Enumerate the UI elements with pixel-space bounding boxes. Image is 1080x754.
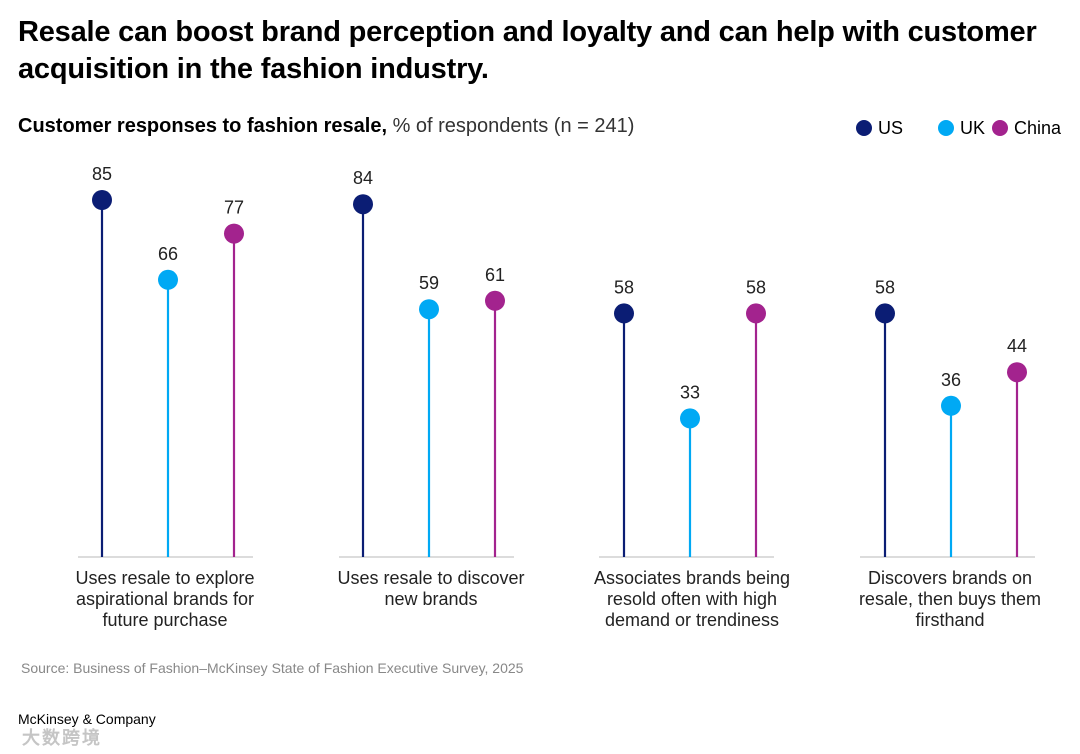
point-us-1 (92, 190, 112, 210)
point-us-2 (353, 194, 373, 215)
mckinsey-logo: McKinsey & Company (18, 711, 156, 727)
data-label-china-4: 44 (1007, 336, 1027, 356)
chart-headline: Resale can boost brand perception and lo… (18, 16, 1037, 85)
subtitle-bold: Customer responses to fashion resale, (18, 115, 388, 137)
data-label-us-1: 85 (92, 164, 112, 184)
legend-dot-china (992, 120, 1008, 136)
point-us-4 (875, 303, 895, 324)
watermark-logo: 大数跨境 (22, 728, 102, 748)
category-label-4: Discovers brands on resale, then buys th… (858, 568, 1042, 630)
point-china-4 (1007, 362, 1027, 383)
legend-item-us: US (856, 117, 903, 139)
point-us-3 (614, 303, 634, 324)
legend-item-uk: UK (938, 117, 985, 139)
chart-subtitle: Customer responses to fashion resale, % … (18, 114, 634, 138)
source-note: Source: Business of Fashion–McKinsey Sta… (21, 660, 524, 676)
point-uk-4 (941, 395, 961, 416)
data-label-uk-4: 36 (941, 370, 961, 390)
data-label-uk-3: 33 (680, 382, 700, 402)
point-china-2 (485, 290, 505, 311)
point-uk-1 (158, 269, 178, 290)
data-label-china-2: 61 (485, 265, 505, 285)
data-label-us-4: 58 (875, 277, 895, 297)
data-label-china-1: 77 (224, 198, 244, 218)
point-uk-3 (680, 408, 700, 429)
data-label-us-3: 58 (614, 277, 634, 297)
legend-label-uk: UK (960, 118, 986, 138)
subtitle-regular: % of respondents (n = 241) (387, 115, 635, 137)
legend-label-china: China (1014, 118, 1062, 138)
legend-item-china: China (992, 117, 1061, 139)
category-label-1: Uses resale to explore aspirational bran… (75, 568, 255, 630)
legend-dot-uk (938, 120, 954, 136)
legend-label-us: US (878, 118, 904, 138)
data-label-uk-2: 59 (419, 273, 439, 293)
point-uk-2 (419, 299, 439, 320)
data-label-us-2: 84 (353, 168, 373, 188)
data-label-china-3: 58 (746, 277, 766, 297)
data-label-uk-1: 66 (158, 244, 178, 264)
category-label-3: Associates brands being resold often wit… (593, 568, 791, 630)
legend-dot-us (856, 120, 872, 136)
point-china-3 (746, 303, 766, 324)
point-china-1 (224, 223, 244, 244)
category-label-2: Uses resale to discover new brands (337, 568, 525, 609)
